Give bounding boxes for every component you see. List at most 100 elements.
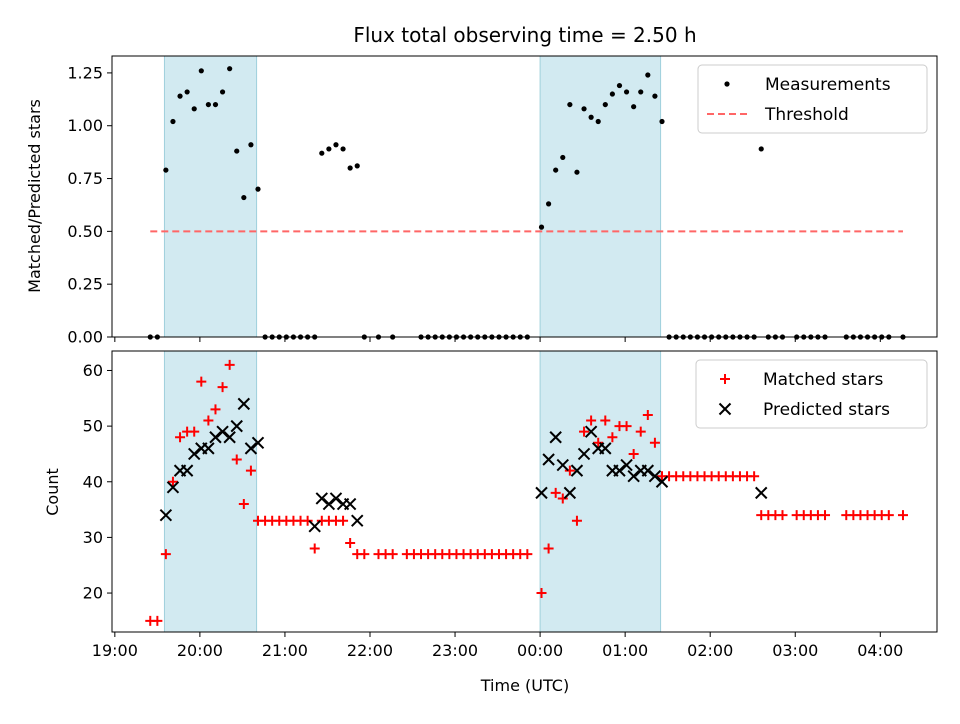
plot-frame [111,350,938,633]
legend-predicted-swatch [718,402,732,416]
predicted-stars-point-10 [223,431,236,444]
y-tick-label: 0.75 [67,169,103,188]
y-tick-label: 40 [83,472,103,491]
y-tick-label: 1.00 [67,116,103,135]
panel-ratio: 0.00 0.25 0.50 0.75 1.00 1.25 Measurements Thre… [67,55,938,347]
x-tick-label: 23:00 [432,641,478,660]
measurements-point-56 [581,106,587,112]
predicted-stars-point-4 [180,464,194,477]
measurements-point-26 [326,146,332,152]
predicted-stars-point-38 [648,469,662,483]
matched-stars-point-13 [231,454,242,465]
measurements-point-51 [545,201,552,207]
predicted-stars-point-35 [627,469,640,483]
measurements-point-10 [212,101,219,108]
measurements-point-27 [333,142,339,148]
observing-window-1 [163,55,258,338]
predicted-stars-point-23 [542,453,555,466]
measurements-point-29 [347,165,353,171]
measurements-point-81 [758,146,764,152]
predicted-stars-point-5 [188,447,201,461]
x-tick-label: 21:00 [262,641,308,660]
measurements-point-53 [560,154,566,161]
matched-stars-point-61 [593,437,604,448]
matched-stars-point-55 [550,487,561,498]
measurements-point-67 [659,118,665,125]
y-tick-label: 1.25 [67,63,103,82]
x-tick-label: 02:00 [687,641,733,660]
top-y-axis-label: Matched/Predicted stars [25,99,44,293]
predicted-stars-point-17 [322,497,336,511]
observing-window-2 [539,350,662,633]
predicted-stars-point-18 [329,492,343,505]
matched-stars-point-10 [210,404,221,415]
measurements-point-11 [219,89,226,95]
predicted-stars-point-1 [159,508,173,522]
predicted-stars-point-21 [351,514,364,527]
legend-measurements-swatch [724,81,730,87]
matched-stars-point-62 [600,415,611,426]
legend: Measurements Threshold [697,64,928,134]
predicted-stars-point-24 [549,431,562,444]
matched-stars-point-15 [245,465,256,476]
predicted-stars-point-22 [535,486,548,500]
predicted-stars-point-14 [251,436,265,450]
matched-stars-point-24 [309,543,320,554]
matched-stars-point-4 [167,476,178,487]
measurements-point-28 [340,146,346,152]
matched-stars-point-58 [571,515,582,526]
x-tick-label: 00:00 [517,641,563,660]
predicted-stars-point-2 [166,481,180,494]
predicted-stars-point-16 [315,492,329,505]
predicted-stars-point-31 [599,442,612,455]
matched-stars-point-69 [649,437,660,448]
bottom-y-axis-label: Count [43,468,62,516]
predicted-stars-point-34 [620,458,633,472]
matched-stars-point-63 [607,432,618,443]
matched-stars-point-23 [302,515,313,526]
predicted-stars-point-28 [577,447,591,461]
predicted-stars-point-11 [230,419,243,433]
legend-box [695,359,928,429]
x-tick-label: 03:00 [772,641,818,660]
matched-stars-point-3 [160,549,171,560]
matched-stars-point-56 [557,493,568,504]
matched-stars-point-28 [338,515,349,526]
measurements-point-50 [538,224,545,230]
matched-stars-point-83 [749,471,760,482]
measurements-point-63 [631,104,637,110]
matched-stars-point-2 [152,615,163,626]
measurements-point-12 [227,66,233,72]
measurements-point-16 [255,186,261,192]
measurements-point-8 [198,68,204,74]
predicted-stars-point-26 [563,486,577,500]
measurements-point-5 [177,93,183,99]
x-tick-label: 20:00 [177,641,223,660]
matched-stars-point-99 [883,510,894,521]
legend-label: Matched stars [763,370,883,390]
matched-stars-point-68 [642,409,653,420]
matched-stars-point-8 [196,376,207,387]
measurements-point-65 [645,72,651,78]
y-tick-label: 0.50 [67,222,103,241]
matched-stars-point-60 [586,415,597,426]
x-tick-label: 01:00 [602,641,648,660]
matched-stars-point-53 [536,588,547,599]
y-tick-label: 20 [83,584,103,603]
measurements-point-59 [602,101,608,108]
predicted-stars-point-33 [613,464,626,477]
predicted-stars-point-39 [655,475,669,488]
predicted-stars-point-7 [202,442,215,455]
matched-stars-point-92 [820,510,831,521]
measurements-point-3 [163,167,169,173]
matched-stars-point-29 [345,537,356,548]
x-axis-label: Time (UTC) [480,676,569,695]
legend-label: Threshold [764,105,849,125]
predicted-stars-point-40 [755,486,768,500]
predicted-stars-point-9 [216,425,229,438]
y-tick-label: 0.00 [67,328,103,347]
matched-stars-point-7 [189,426,200,437]
observing-window-1 [163,350,258,633]
x-tick-label: 04:00 [857,641,903,660]
y-tick-label: 0.25 [67,275,103,294]
